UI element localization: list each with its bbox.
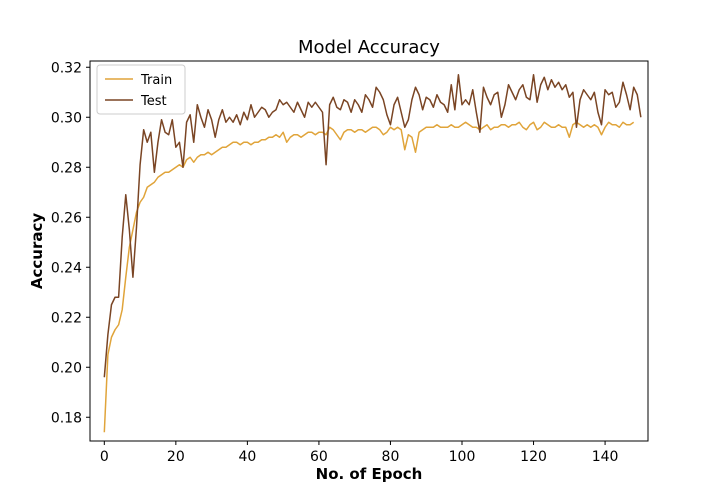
y-tick-label: 0.24 bbox=[51, 260, 82, 276]
x-tick-label: 60 bbox=[310, 449, 328, 465]
x-tick-label: 140 bbox=[592, 449, 619, 465]
legend-label-test: Test bbox=[140, 94, 167, 109]
x-tick-label: 20 bbox=[167, 449, 185, 465]
y-tick-label: 0.22 bbox=[51, 310, 82, 326]
plot-area: 0 20 40 60 80 100 120 140 0.18 0.20 0.22 0.24 0.26 0.… bbox=[51, 60, 649, 465]
series-line-test bbox=[103, 74, 642, 378]
chart-title: Model Accuracy bbox=[298, 37, 440, 58]
y-tick-label: 0.26 bbox=[51, 210, 82, 226]
legend: Train Test bbox=[96, 64, 186, 115]
x-tick-label: 40 bbox=[238, 449, 256, 465]
y-tick-label: 0.32 bbox=[51, 60, 82, 76]
y-tick-label: 0.20 bbox=[51, 360, 82, 376]
legend-label-train: Train bbox=[140, 73, 172, 88]
y-tick-label: 0.30 bbox=[51, 110, 82, 126]
y-tick-label: 0.18 bbox=[51, 410, 82, 426]
x-tick-label: 80 bbox=[382, 449, 400, 465]
x-tick-label: 100 bbox=[449, 449, 476, 465]
series-line-train bbox=[103, 121, 635, 433]
x-axis-label: No. of Epoch bbox=[316, 465, 423, 483]
x-tick-label: 0 bbox=[100, 449, 109, 465]
legend-box bbox=[96, 64, 186, 115]
axes-frame bbox=[89, 60, 649, 442]
y-axis-label: Accuracy bbox=[28, 213, 46, 289]
y-tick-label: 0.28 bbox=[51, 160, 82, 176]
x-tick-label: 120 bbox=[520, 449, 547, 465]
